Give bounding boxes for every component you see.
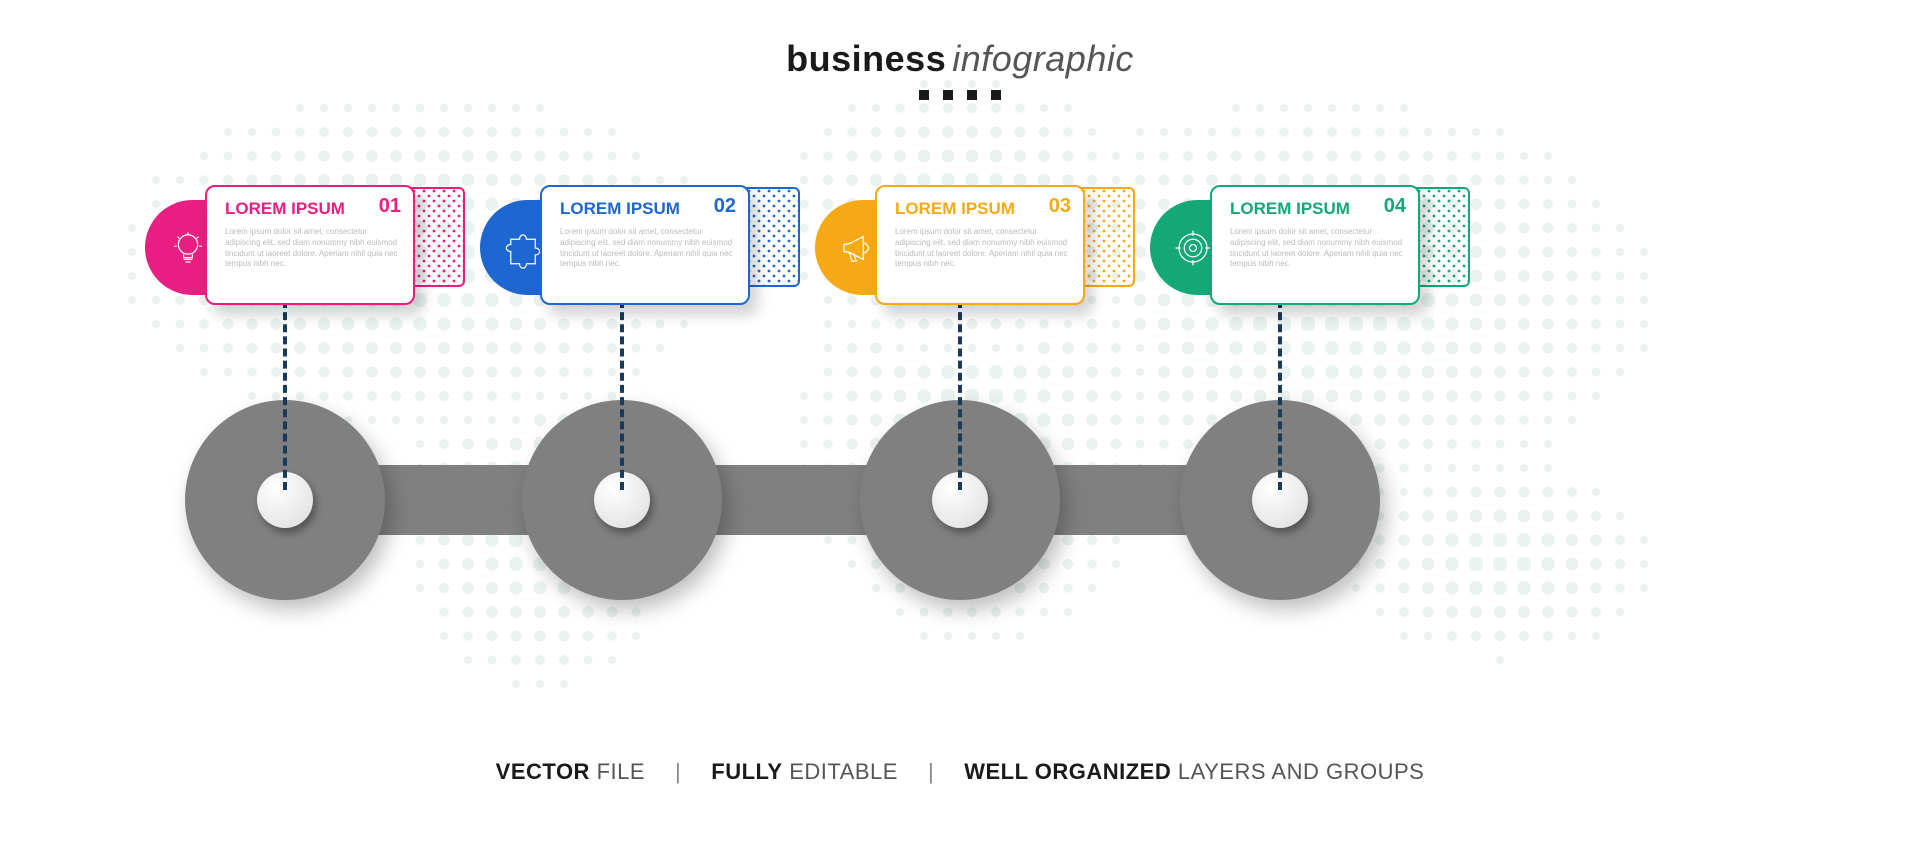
step-title: LOREM IPSUM bbox=[560, 199, 734, 219]
step-number: 02 bbox=[714, 195, 736, 218]
step-card: 03LOREM IPSUM Lorem ipsum dolor sit amet,… bbox=[875, 185, 1085, 305]
step-number: 04 bbox=[1384, 195, 1406, 218]
footer-separator: | bbox=[928, 759, 934, 784]
step-number: 01 bbox=[379, 195, 401, 218]
title-bold: business bbox=[786, 38, 946, 79]
dash-line bbox=[1278, 300, 1282, 490]
step-01: 01LOREM IPSUM Lorem ipsum dolor sit amet,… bbox=[205, 185, 415, 305]
step-body: Lorem ipsum dolor sit amet, consectetur … bbox=[560, 227, 734, 270]
footer: VECTOR FILE | FULLY EDITABLE | WELL ORGANIZE… bbox=[0, 759, 1920, 785]
step-04: 04LOREM IPSUM Lorem ipsum dolor sit amet,… bbox=[1210, 185, 1420, 305]
header: businessinfographic bbox=[0, 38, 1920, 100]
decor-square bbox=[967, 90, 977, 100]
step-03: 03LOREM IPSUM Lorem ipsum dolor sit amet,… bbox=[875, 185, 1085, 305]
page-title: businessinfographic bbox=[0, 38, 1920, 80]
decor-square bbox=[943, 90, 953, 100]
footer-segment: FULLY EDITABLE bbox=[711, 759, 898, 784]
step-body: Lorem ipsum dolor sit amet, consectetur … bbox=[225, 227, 399, 270]
title-decor-squares bbox=[0, 90, 1920, 100]
dash-line bbox=[283, 300, 287, 490]
footer-segment: WELL ORGANIZED LAYERS AND GROUPS bbox=[964, 759, 1424, 784]
dash-line bbox=[958, 300, 962, 490]
step-card: 01LOREM IPSUM Lorem ipsum dolor sit amet,… bbox=[205, 185, 415, 305]
step-number: 03 bbox=[1049, 195, 1071, 218]
step-title: LOREM IPSUM bbox=[895, 199, 1069, 219]
title-light: infographic bbox=[952, 38, 1134, 79]
step-card: 04LOREM IPSUM Lorem ipsum dolor sit amet,… bbox=[1210, 185, 1420, 305]
step-card: 02LOREM IPSUM Lorem ipsum dolor sit amet,… bbox=[540, 185, 750, 305]
step-body: Lorem ipsum dolor sit amet, consectetur … bbox=[1230, 227, 1404, 270]
step-title: LOREM IPSUM bbox=[1230, 199, 1404, 219]
dash-line bbox=[620, 300, 624, 490]
footer-separator: | bbox=[675, 759, 681, 784]
step-02: 02LOREM IPSUM Lorem ipsum dolor sit amet,… bbox=[540, 185, 750, 305]
decor-square bbox=[919, 90, 929, 100]
step-body: Lorem ipsum dolor sit amet, consectetur … bbox=[895, 227, 1069, 270]
step-title: LOREM IPSUM bbox=[225, 199, 399, 219]
decor-square bbox=[991, 90, 1001, 100]
footer-segment: VECTOR FILE bbox=[496, 759, 645, 784]
